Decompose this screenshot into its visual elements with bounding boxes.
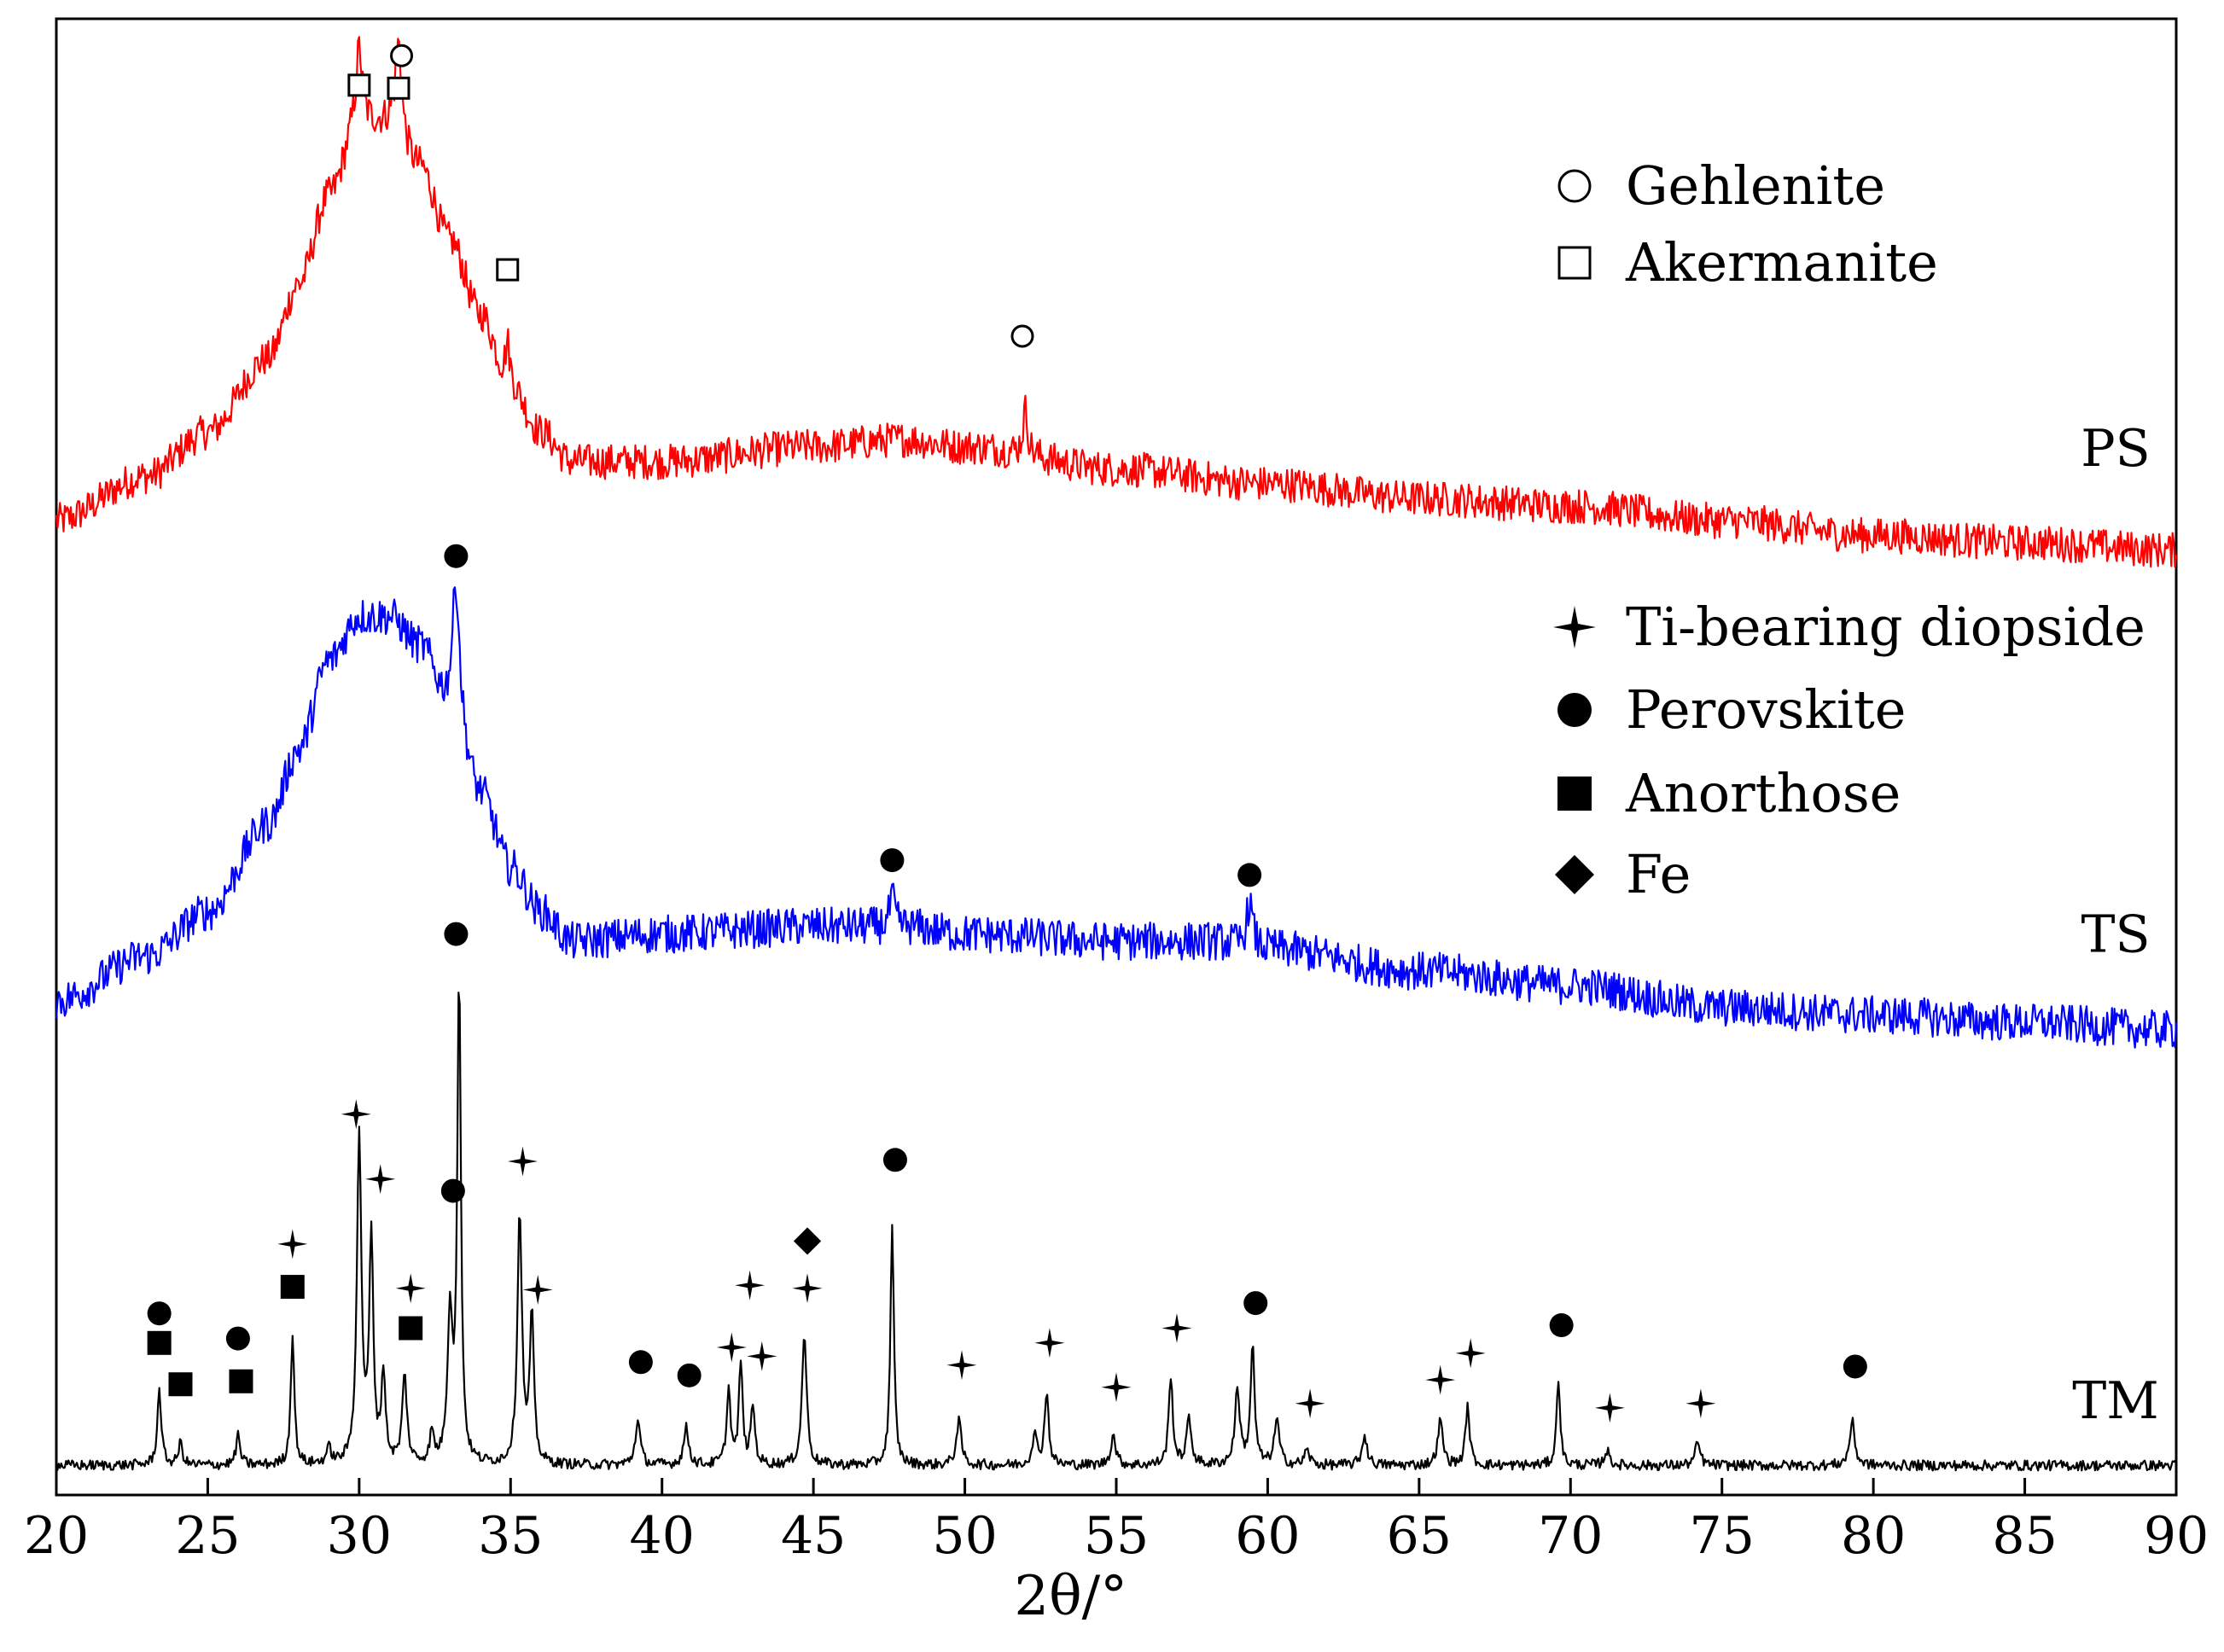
marker-star	[341, 1099, 371, 1130]
marker-filled-circle	[1549, 1313, 1574, 1338]
marker-star	[946, 1350, 977, 1381]
marker-filled-circle	[1243, 1291, 1268, 1316]
marker-filled-circle	[1237, 863, 1262, 887]
marker-filled-circle	[882, 1148, 907, 1172]
marker-star	[735, 1270, 766, 1300]
marker-filled-diamond	[793, 1227, 822, 1255]
marker-open-square	[347, 73, 371, 97]
marker-filled-circle	[628, 1350, 653, 1375]
marker-filled-square	[280, 1275, 305, 1300]
marker-star	[1161, 1313, 1192, 1343]
marker-filled-circle	[147, 1301, 172, 1326]
series-labels: PS TS TM	[2072, 419, 2158, 1431]
x-axis-ticks: 20 25 30 35 40 45 50 55 60 65 70 75 80 85 90	[24, 1478, 2209, 1566]
marker-star	[1295, 1388, 1325, 1419]
x-tick-label: 55	[1084, 1506, 1149, 1566]
marker-star	[1101, 1372, 1132, 1403]
legend: Gehlenite Akermanite Ti-bearing diopside Pe…	[1553, 154, 2145, 905]
legend-label: Perovskite	[1626, 678, 1906, 741]
marker-star	[1685, 1388, 1716, 1419]
legend-label: Akermanite	[1625, 231, 1938, 294]
marker-filled-square	[168, 1372, 193, 1397]
series-line-tm	[55, 992, 2178, 1472]
legend-label: Anorthose	[1625, 762, 1901, 824]
marker-filled-circle	[1843, 1354, 1867, 1379]
x-axis-title: 2θ/°	[1014, 1565, 1127, 1628]
x-tick-label: 40	[630, 1506, 695, 1566]
marker-star	[395, 1273, 426, 1304]
marker-open-circle	[390, 44, 414, 67]
marker-filled-circle	[880, 848, 905, 873]
x-tick-label: 75	[1690, 1506, 1755, 1566]
legend-symbol-open-circle	[1557, 169, 1592, 203]
marker-filled-circle	[225, 1326, 250, 1351]
marker-star	[716, 1332, 747, 1363]
marker-star	[508, 1146, 538, 1177]
marker-star	[792, 1273, 823, 1304]
marker-star	[1425, 1364, 1456, 1395]
marker-filled-circle	[677, 1363, 702, 1387]
legend-symbol-star	[1553, 606, 1596, 649]
marker-filled-circle	[440, 1178, 465, 1203]
x-tick-label: 35	[478, 1506, 543, 1566]
x-tick-label: 25	[175, 1506, 240, 1566]
x-tick-label: 65	[1387, 1506, 1452, 1566]
legend-label: Gehlenite	[1626, 154, 1885, 217]
legend-symbol-filled-diamond	[1555, 855, 1594, 894]
legend-symbol-open-square	[1557, 246, 1592, 280]
x-tick-label: 45	[781, 1506, 846, 1566]
series-label-ts: TS	[2081, 905, 2150, 964]
x-tick-label: 80	[1841, 1506, 1906, 1566]
marker-filled-square	[229, 1369, 253, 1393]
marker-filled-circle	[444, 544, 469, 568]
series-label-tm: TM	[2072, 1371, 2158, 1431]
legend-label: Ti-bearing diopside	[1626, 596, 2145, 658]
marker-star	[1034, 1328, 1065, 1358]
x-tick-label: 20	[24, 1506, 89, 1566]
x-tick-label: 30	[327, 1506, 392, 1566]
marker-filled-square	[399, 1316, 423, 1341]
marker-open-square	[496, 258, 520, 282]
series-label-ps: PS	[2081, 419, 2150, 479]
marker-star	[365, 1164, 396, 1195]
marker-star	[522, 1275, 553, 1305]
series-line-ps	[55, 36, 2178, 568]
marker-star	[1594, 1393, 1625, 1423]
series-line-ts	[55, 586, 2178, 1049]
marker-star	[747, 1341, 777, 1371]
x-tick-label: 60	[1235, 1506, 1300, 1566]
series-group	[55, 36, 2178, 1472]
marker-star	[277, 1229, 308, 1259]
x-tick-label: 50	[932, 1506, 997, 1566]
x-tick-label: 70	[1538, 1506, 1603, 1566]
marker-filled-circle	[444, 922, 469, 946]
phase-markers	[147, 44, 1867, 1423]
marker-open-square	[387, 76, 410, 100]
legend-label: Fe	[1626, 843, 1691, 905]
marker-open-circle	[1010, 324, 1034, 348]
x-tick-label: 90	[2144, 1506, 2209, 1566]
marker-star	[1455, 1338, 1486, 1369]
x-tick-label: 85	[1992, 1506, 2057, 1566]
legend-symbol-filled-circle	[1557, 693, 1592, 727]
legend-symbol-filled-square	[1557, 777, 1592, 811]
marker-filled-square	[147, 1330, 172, 1355]
